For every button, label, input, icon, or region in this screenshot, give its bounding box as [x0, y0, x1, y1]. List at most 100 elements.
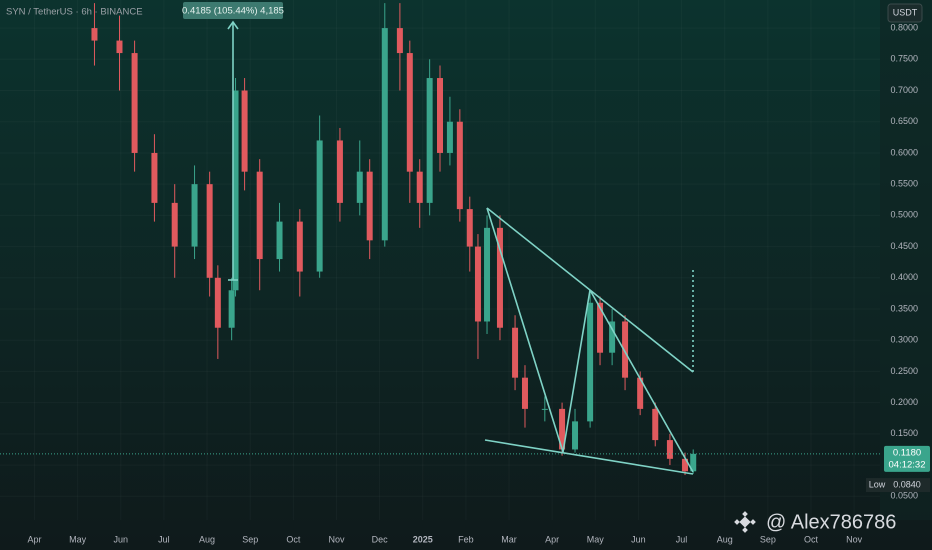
- candle-body: [366, 171, 373, 241]
- trend-line: [484, 439, 694, 475]
- low-price-box: [888, 478, 930, 493]
- measure-label: 0.4185 (105.44%) 4,185: [182, 6, 284, 17]
- y-tick-label: 0.6500: [890, 116, 918, 126]
- countdown-label: 04:12:32: [889, 459, 926, 470]
- last-price-label: 0.1180: [893, 447, 921, 458]
- price-axis: [880, 0, 932, 520]
- low-price-label: 0.0840: [893, 479, 921, 489]
- candle-body: [466, 209, 473, 247]
- candle-body: [381, 28, 388, 241]
- watermark-text: @ Alex786786: [766, 511, 896, 533]
- candle-body: [426, 78, 433, 203]
- low-tag: Low: [869, 479, 886, 489]
- y-tick-label: 0.5000: [890, 210, 918, 220]
- candle-body: [276, 221, 283, 260]
- candle-body: [521, 377, 528, 409]
- last-price-box: [884, 445, 930, 472]
- candle-body: [116, 40, 123, 54]
- chart-title: SYN / TetherUS · 6h · BINANCE: [6, 7, 143, 18]
- candle-body: [572, 421, 579, 450]
- candle-body: [91, 28, 98, 41]
- candle-body: [609, 321, 616, 353]
- candle-body: [191, 184, 198, 247]
- candle-body: [637, 377, 644, 409]
- y-tick-label: 0.2500: [890, 366, 918, 376]
- x-tick-label: Apr: [545, 534, 559, 544]
- x-tick-label: Jul: [676, 534, 688, 544]
- candle-body: [587, 302, 594, 422]
- candle-body: [496, 227, 503, 328]
- candle-body: [296, 221, 303, 272]
- y-tick-label: 0.5500: [890, 179, 918, 189]
- x-tick-label: Aug: [199, 534, 215, 544]
- time-axis: Apr May Jun Jul Aug Sep Oct Nov Dec 2025 Feb Mar Apr…: [28, 534, 863, 544]
- y-tick-label: 0.7500: [890, 54, 918, 64]
- candle-body: [206, 184, 213, 278]
- candle-body: [336, 140, 343, 203]
- trend-line: [589, 289, 694, 473]
- drawings: [227, 20, 694, 475]
- y-tick-label: 0.2000: [890, 397, 918, 407]
- candle-body: [416, 171, 423, 203]
- candle-body: [406, 53, 413, 172]
- candle-body: [597, 302, 604, 353]
- candle-body: [396, 28, 403, 54]
- y-tick-label: 0.4500: [890, 241, 918, 251]
- candle-body: [446, 121, 453, 153]
- y-tick-label: 0.0500: [890, 491, 918, 501]
- x-tick-label: Sep: [242, 534, 258, 544]
- candle-body: [356, 171, 363, 203]
- low-tag-box: [866, 478, 888, 493]
- y-tick-label: 0.8000: [890, 22, 918, 32]
- x-tick-label: Jun: [114, 534, 129, 544]
- candle-body: [622, 321, 629, 378]
- candle-body: [316, 140, 323, 272]
- x-tick-label: Jun: [631, 534, 646, 544]
- x-tick-label: 2025: [413, 534, 433, 544]
- x-tick-label: Nov: [328, 534, 345, 544]
- plot-area: [0, 3, 880, 476]
- x-tick-label: Dec: [372, 534, 389, 544]
- candle-body: [666, 440, 673, 459]
- candle-body: [690, 453, 697, 472]
- y-tick-label: 0.4000: [890, 272, 918, 282]
- trend-line: [486, 207, 564, 453]
- x-tick-label: Aug: [717, 534, 733, 544]
- candle-body: [131, 53, 138, 153]
- currency-label[interactable]: USDT: [893, 7, 918, 17]
- candle-body: [484, 227, 491, 322]
- y-tick-label: 0.3000: [890, 335, 918, 345]
- x-tick-label: Jul: [158, 534, 170, 544]
- x-tick-label: Apr: [28, 534, 42, 544]
- x-tick-label: May: [69, 534, 87, 544]
- candle-body: [232, 90, 239, 291]
- x-tick-label: Mar: [501, 534, 517, 544]
- candle-body: [437, 78, 443, 153]
- y-tick-label: 0.7000: [890, 85, 918, 95]
- measure-arrow: [227, 20, 239, 30]
- candle-body: [171, 202, 178, 247]
- candle-body: [151, 152, 158, 203]
- x-tick-label: Oct: [804, 534, 819, 544]
- candle-body: [241, 90, 248, 172]
- trend-line: [562, 289, 591, 453]
- candle-body: [256, 171, 263, 260]
- x-tick-label: Oct: [286, 534, 301, 544]
- candle-body: [228, 290, 235, 328]
- candle-body: [214, 277, 221, 328]
- x-tick-label: Sep: [760, 534, 776, 544]
- x-tick-label: May: [587, 534, 605, 544]
- measure-box: [183, 2, 283, 19]
- candle-body: [682, 458, 689, 472]
- candle-body: [541, 408, 548, 410]
- candle-body: [474, 246, 481, 322]
- x-tick-label: Feb: [458, 534, 474, 544]
- candle-body: [456, 121, 463, 210]
- currency-box[interactable]: [887, 3, 923, 23]
- candle-body: [512, 327, 519, 378]
- x-tick-label: Nov: [846, 534, 863, 544]
- candle-body: [652, 408, 659, 441]
